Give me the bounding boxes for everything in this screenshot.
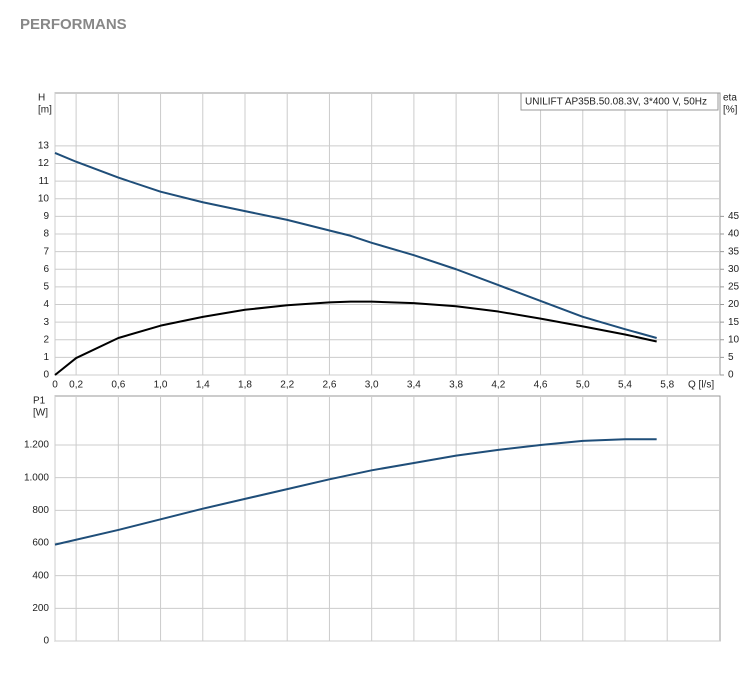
plot-area xyxy=(54,395,721,642)
y-tick-label: 1.000 xyxy=(24,472,49,483)
x-tick-label: 4,6 xyxy=(534,380,548,391)
y2-tick-label: 45 xyxy=(728,211,740,222)
y2-tick-label: 15 xyxy=(728,317,740,328)
x-tick-label: 1,0 xyxy=(154,380,168,391)
legend-text: UNILIFT AP35B.50.08.3V, 3*400 V, 50Hz xyxy=(525,97,707,108)
y-tick-label: 13 xyxy=(38,141,50,152)
y2-tick-label: 35 xyxy=(728,246,740,257)
y-tick-label: 8 xyxy=(43,229,49,240)
x-tick-label: 5,4 xyxy=(618,380,632,391)
x-tick-label: 3,0 xyxy=(365,380,379,391)
y-tick-label: 5 xyxy=(43,282,49,293)
x-tick-label: 1,8 xyxy=(238,380,252,391)
x-tick-label: 2,2 xyxy=(280,380,294,391)
y-tick-label: 9 xyxy=(43,211,49,222)
page-title: PERFORMANS xyxy=(20,16,127,33)
y2-tick-label: 5 xyxy=(728,352,734,363)
y-tick-label: 0 xyxy=(43,370,49,381)
y-tick-label: 12 xyxy=(38,158,50,169)
y-tick-label: 800 xyxy=(32,505,49,516)
x-tick-label: 1,4 xyxy=(196,380,210,391)
x-tick-label: 5,0 xyxy=(576,380,590,391)
curve-h xyxy=(54,152,657,339)
x-tick-label: 0,2 xyxy=(69,380,83,391)
x-axis-label: Q [l/s] xyxy=(688,380,714,391)
y-tick-label: 1.200 xyxy=(24,440,49,451)
y2-tick-label: 30 xyxy=(728,264,740,275)
y-tick-label: 0 xyxy=(43,636,49,647)
x-tick-label: 0,6 xyxy=(111,380,125,391)
y-axis-label: [m] xyxy=(38,105,52,116)
x-tick-label: 3,4 xyxy=(407,380,421,391)
y-tick-label: 400 xyxy=(32,570,49,581)
y-tick-label: 1 xyxy=(43,352,49,363)
y-tick-label: 600 xyxy=(32,538,49,549)
y2-axis-label: [%] xyxy=(723,105,738,116)
x-tick-label: 5,8 xyxy=(660,380,674,391)
y-tick-label: 10 xyxy=(38,193,50,204)
y-tick-label: 4 xyxy=(43,299,49,310)
y-tick-label: 2 xyxy=(43,334,49,345)
x-tick-label: 0 xyxy=(52,380,58,391)
y-axis-label: P1 xyxy=(33,396,46,407)
y2-tick-label: 25 xyxy=(728,282,740,293)
curve-p1 xyxy=(54,438,657,546)
y2-tick-label: 10 xyxy=(728,334,740,345)
curve-eta xyxy=(54,300,657,376)
y-axis-label: H xyxy=(38,93,45,104)
y-tick-label: 3 xyxy=(43,317,49,328)
legend-box xyxy=(520,92,719,111)
x-tick-label: 2,6 xyxy=(322,380,336,391)
y-tick-label: 7 xyxy=(43,246,49,257)
y-axis-label: [W] xyxy=(33,408,48,419)
x-tick-label: 4,2 xyxy=(491,380,505,391)
y2-tick-label: 20 xyxy=(728,299,740,310)
y2-tick-label: 40 xyxy=(728,229,740,240)
y-tick-label: 6 xyxy=(43,264,49,275)
y2-axis-label: eta xyxy=(723,93,737,104)
y-tick-label: 200 xyxy=(32,603,49,614)
y-tick-label: 11 xyxy=(39,176,50,187)
y2-tick-label: 0 xyxy=(728,370,734,381)
x-tick-label: 3,8 xyxy=(449,380,463,391)
